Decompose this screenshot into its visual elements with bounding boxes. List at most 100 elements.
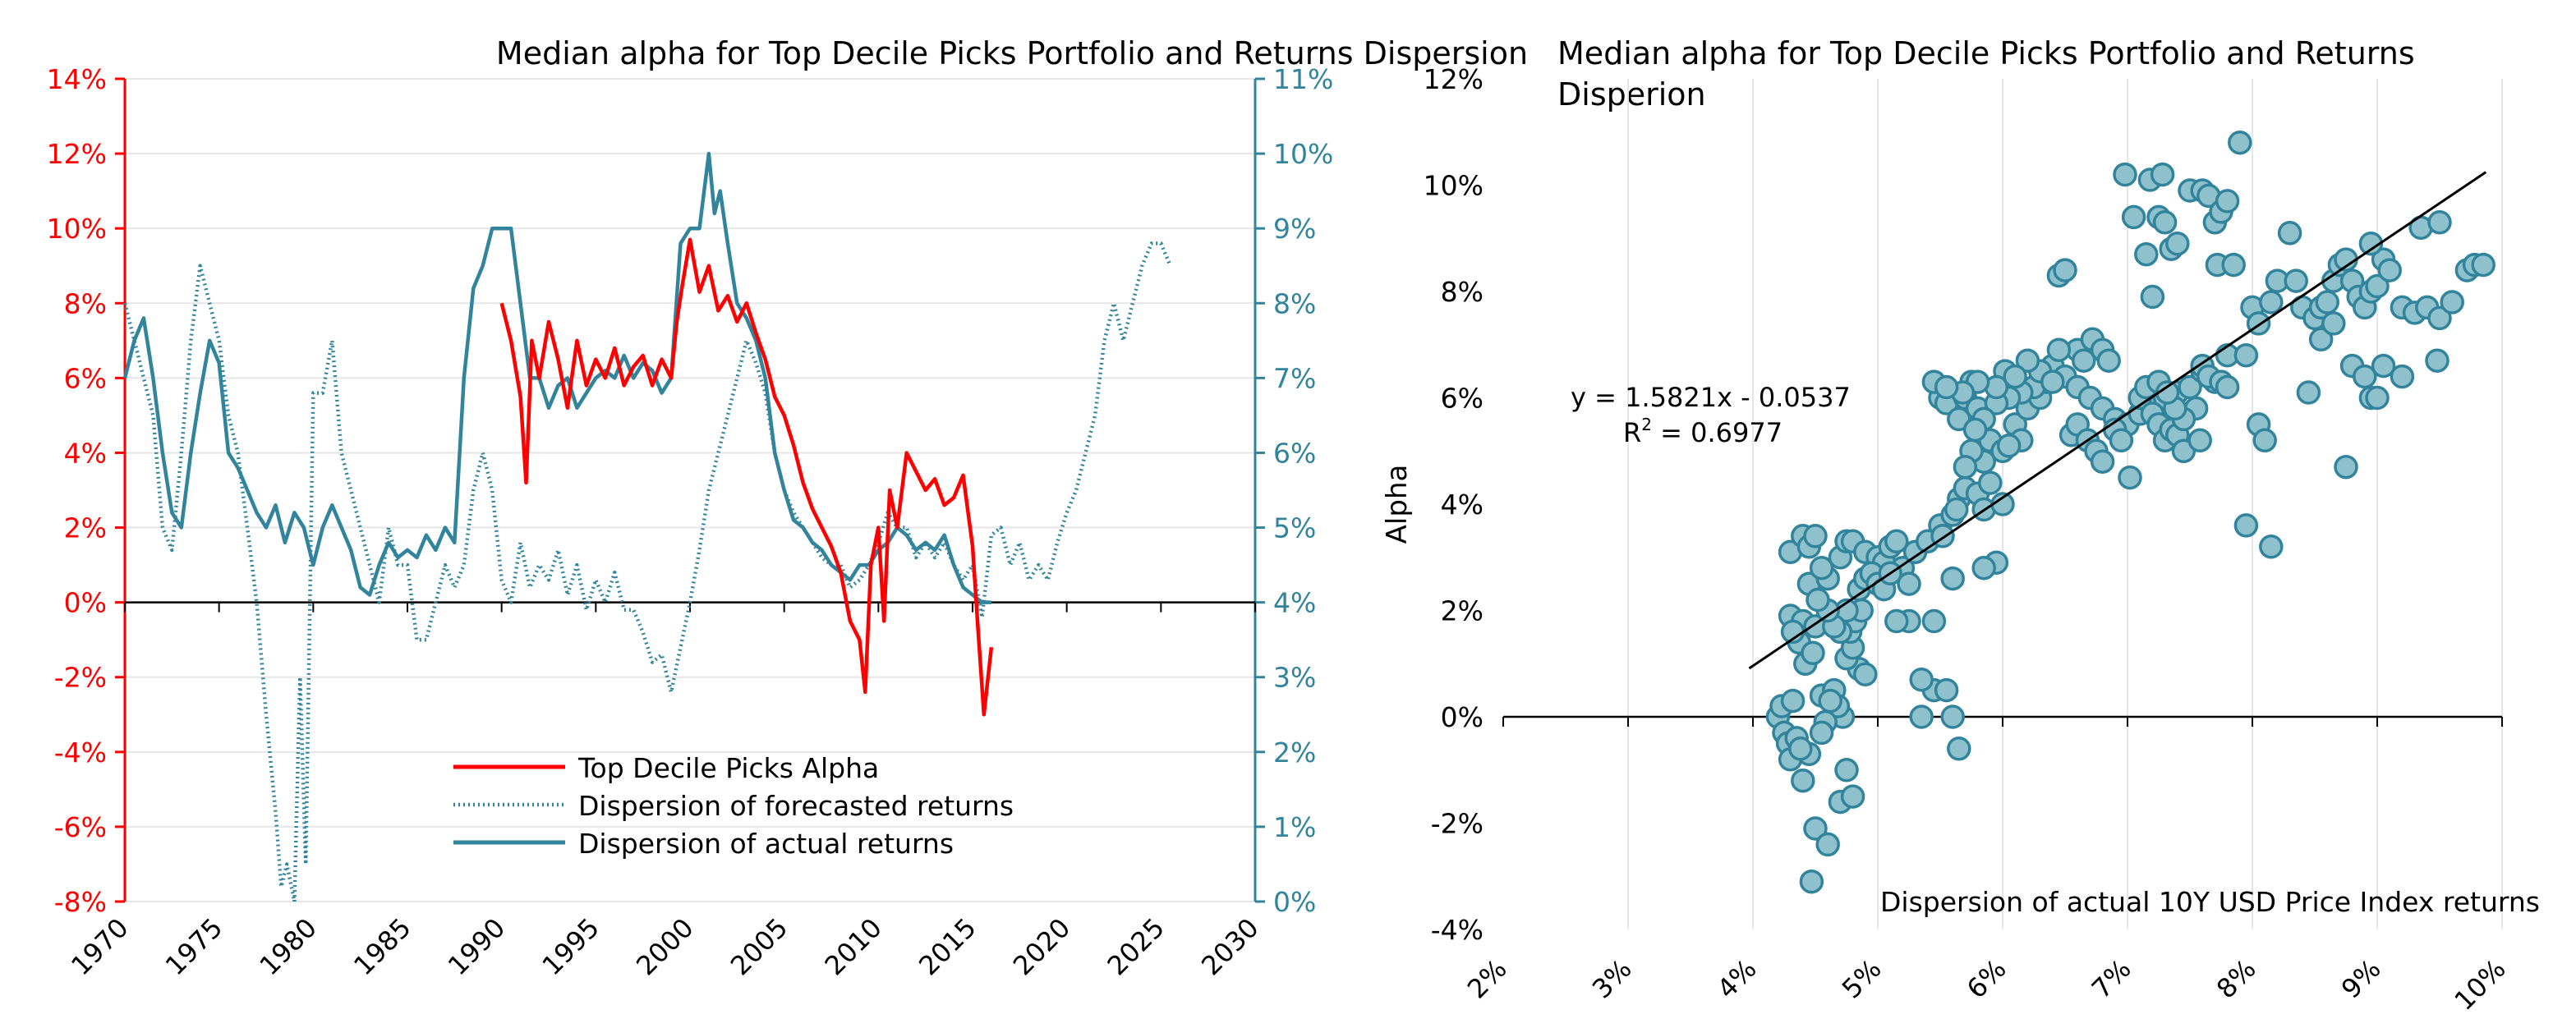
right-y-tick-label: 5% [1273,512,1316,544]
scatter-x-tick-label: 5% [1836,953,1888,1005]
scatter-x-tick-label: 4% [1711,953,1763,1005]
scatter-point [1834,758,1859,782]
scatter-point [1940,566,1965,591]
scatter-point [1818,688,1842,714]
scatter-point [1962,417,1988,443]
scatter-point [2096,348,2121,373]
scatter-point [2072,348,2096,373]
scatter-points [1765,130,2496,894]
x-tick-label: 1975 [159,912,228,981]
scatter-point [2040,369,2065,394]
trendline-r-squared: R2 = 0.6977 [1623,415,1782,448]
scatter-point [1909,704,1934,729]
right-y-tick-label: 8% [1273,287,1316,319]
scatter-point [2228,130,2252,155]
left-y-tick-label: -8% [54,886,107,918]
scatter-point [2390,364,2415,389]
scatter-point [1791,768,1815,793]
scatter-point [2315,290,2339,314]
scatter-x-tick-label: 9% [2335,953,2387,1005]
right-y-tick-label: 0% [1273,886,1316,918]
scatter-title-line2: Disperion [1557,76,1706,112]
scatter-y-tick-label: 4% [1441,489,1484,521]
scatter-point [2308,327,2334,352]
scatter-y-axis-label: Alpha [1381,465,1414,544]
scatter-chart-axes: -4% -2% 0% 2% 4% 6% 8% 10% 12% 2% 3% 4% 5% 6% 7% 8% 9% 10… [1424,63,2512,1017]
trendline-group [1748,171,2487,670]
scatter-y-tick-label: -2% [1431,808,1484,840]
scatter-point [2371,353,2396,379]
scatter-x-tick-label: 2% [1461,953,1513,1005]
scatter-chart-title: Median alpha for Top Decile Picks Portfo… [1557,35,2425,112]
scatter-point [2471,252,2496,278]
scatter-x-tick-label: 10% [2448,953,2511,1017]
scatter-point [1947,737,1971,761]
scatter-point [2118,465,2142,490]
left-y-tick-label: 2% [64,512,107,544]
scatter-chart-gridlines [1627,79,2503,929]
scatter-point [2187,428,2212,453]
right-y-tick-label: 1% [1273,811,1316,843]
scatter-point [2259,290,2284,314]
scatter-point [2365,385,2390,411]
scatter-point [1884,529,1909,554]
scatter-point [2140,284,2165,310]
scatter-point [1803,524,1828,548]
r-squared-value: = 0.6977 [1652,417,1782,448]
right-y-tick-label: 9% [1273,213,1316,245]
left-y-tick-label: -6% [54,811,107,843]
scatter-y-tick-label: 8% [1441,276,1484,308]
scatter-y-tick-label: -4% [1431,914,1484,946]
x-tick-label: 2025 [1102,912,1171,981]
scatter-point [2152,210,2178,235]
scatter-point [1978,470,2003,495]
scatter-point [2259,535,2284,559]
scatter-point [2425,348,2450,373]
scatter-y-tick-label: 2% [1441,595,1484,627]
x-tick-label: 2020 [1007,912,1076,981]
scatter-point [2113,162,2137,187]
scatter-point [2165,231,2190,256]
right-y-tick-label: 11% [1273,63,1333,95]
right-y-tick-label: 7% [1273,362,1316,394]
scatter-point [2121,204,2146,230]
scatter-point [2046,337,2072,362]
scatter-point [1921,608,1947,634]
scatter-y-tick-label: 12% [1424,63,1484,95]
scatter-point [1809,555,1834,581]
scatter-point [2221,252,2246,278]
scatter-point [2233,513,2259,538]
legend-label-alpha: Top Decile Picks Alpha [577,752,879,784]
scatter-point [1971,555,1996,581]
scatter-point [1934,374,1959,400]
scatter-point [1788,737,1813,761]
scatter-point [2150,162,2175,187]
right-y-tick-label: 2% [1273,737,1316,769]
x-tick-label: 1995 [536,912,605,981]
scatter-point [1815,832,1840,857]
x-tick-label: 2000 [630,912,699,981]
legend: Top Decile Picks Alpha Dispersion of for… [453,752,1014,860]
scatter-point [2321,311,2346,336]
x-tick-label: 1985 [347,912,416,981]
scatter-point [2353,364,2377,389]
scatter-point [1809,720,1834,746]
scatter-point [2427,210,2452,235]
right-y-tick-label: 4% [1273,587,1316,619]
scatter-point [1780,688,1806,714]
trendline-equation: y = 1.5821x - 0.0537 [1571,382,1851,413]
legend-label-actual: Dispersion of actual returns [578,828,954,860]
scatter-point [2178,374,2202,400]
scatter-x-tick-label: 6% [1961,953,2012,1005]
scatter-point [1801,640,1825,666]
left-y-tick-label: -4% [54,737,107,769]
scatter-point [1884,608,1909,634]
x-tick-label: 1990 [442,912,511,981]
x-tick-label: 2005 [724,912,794,981]
left-y-tick-label: 14% [47,63,107,95]
series-line-top-decile-picks-alpha [499,237,994,717]
series-line-dispersion-of-forecasted-returns [122,241,1172,904]
scatter-y-tick-label: 10% [1424,170,1484,202]
scatter-point [2053,258,2077,282]
right-y-tick-label: 3% [1273,662,1316,694]
